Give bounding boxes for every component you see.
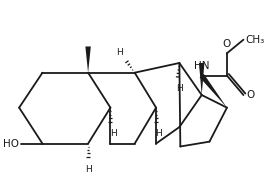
Text: HN: HN xyxy=(194,61,209,71)
Text: H: H xyxy=(110,129,117,138)
Text: HO: HO xyxy=(3,139,19,149)
Text: O: O xyxy=(223,39,231,49)
Polygon shape xyxy=(199,74,227,108)
Text: H: H xyxy=(116,48,123,57)
Polygon shape xyxy=(85,46,91,73)
Text: H: H xyxy=(176,84,183,93)
Text: H: H xyxy=(156,129,162,138)
Polygon shape xyxy=(199,63,205,95)
Text: H: H xyxy=(85,165,92,174)
Text: CH₃: CH₃ xyxy=(245,35,265,45)
Text: O: O xyxy=(246,90,255,100)
